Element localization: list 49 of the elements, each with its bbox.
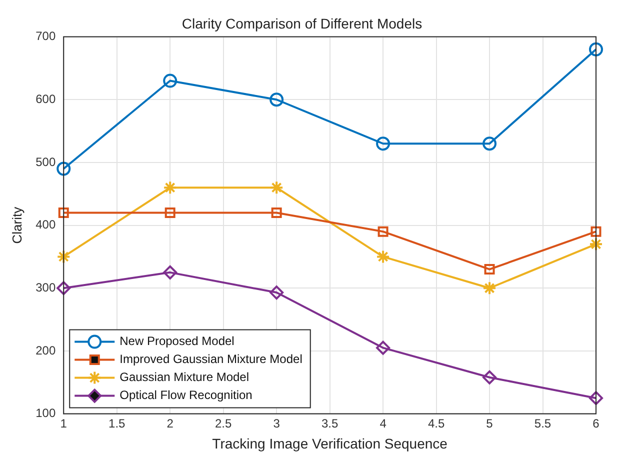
x-tick-label: 2.5	[214, 416, 232, 430]
point	[270, 92, 284, 107]
y-tick-label: 200	[36, 343, 56, 358]
point	[56, 250, 71, 264]
point	[270, 286, 284, 300]
y-tick-label: 100	[36, 406, 56, 420]
point	[163, 180, 178, 195]
point	[164, 207, 176, 218]
y-tick-label: 300	[36, 280, 56, 294]
x-tick-label: 5	[486, 416, 494, 430]
point	[163, 265, 178, 280]
point	[376, 250, 390, 264]
point	[589, 391, 603, 406]
legend-label: Gaussian Mixture Model	[120, 370, 250, 384]
point	[270, 180, 284, 195]
point	[56, 162, 71, 176]
y-tick-label: 500	[36, 154, 56, 169]
x-tick-label: 4.5	[428, 416, 445, 430]
point	[482, 370, 497, 384]
y-tick-label: 600	[36, 92, 56, 106]
point	[271, 207, 282, 218]
point	[484, 264, 495, 275]
x-tick-label: 1.5	[108, 416, 126, 430]
point	[589, 42, 603, 56]
point	[378, 226, 388, 237]
legend-label: Improved Gaussian Mixture Model	[120, 352, 302, 366]
legend-label: Optical Flow Recognition	[120, 388, 252, 402]
x-axis-title: Tracking Image Verification Sequence	[212, 435, 448, 452]
point	[589, 237, 603, 252]
point	[58, 207, 69, 218]
point	[163, 74, 178, 88]
y-axis-title: Clarity	[9, 206, 24, 244]
point	[376, 136, 390, 151]
point	[482, 281, 497, 296]
point	[56, 281, 71, 296]
point	[376, 340, 390, 355]
x-tick-label: 1	[60, 416, 68, 430]
x-tick-label: 2	[166, 416, 174, 430]
x-tick-label: 3	[273, 416, 280, 430]
y-tick-label: 400	[36, 218, 56, 232]
x-tick-label: 3.5	[321, 416, 338, 430]
legend-label: New Proposed Model	[120, 334, 234, 348]
x-tick-label: 5.5	[534, 416, 552, 430]
chart-title: Clarity Comparison of Different Models	[182, 15, 422, 32]
point	[482, 136, 497, 151]
point	[590, 226, 602, 237]
y-tick-label: 700	[36, 29, 56, 44]
x-tick-label: 4	[380, 416, 387, 430]
x-tick-label: 6	[592, 416, 600, 430]
